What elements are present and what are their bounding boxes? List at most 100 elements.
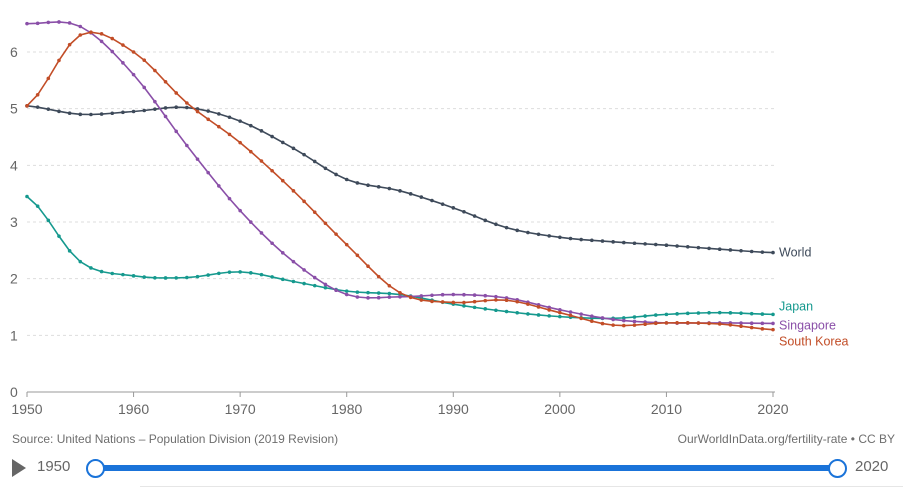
play-icon[interactable]	[12, 459, 26, 477]
data-point	[78, 112, 83, 117]
data-point	[579, 312, 583, 316]
data-point	[57, 109, 61, 114]
data-point	[185, 143, 189, 148]
y-tick-label: 1	[10, 327, 18, 343]
data-point	[99, 269, 104, 274]
data-point	[600, 239, 605, 243]
data-point	[366, 290, 370, 295]
source-note: Source: United Nations – Population Divi…	[12, 432, 339, 446]
data-point	[206, 109, 210, 113]
data-point	[643, 322, 647, 327]
data-point	[153, 99, 157, 104]
data-point	[302, 268, 306, 272]
data-point	[547, 314, 551, 318]
data-point	[35, 105, 40, 109]
series-label: World	[779, 246, 811, 260]
data-point	[472, 299, 477, 304]
data-point	[419, 294, 424, 298]
data-point	[153, 275, 157, 280]
data-point	[238, 140, 242, 145]
data-point	[227, 115, 232, 120]
data-point	[398, 189, 402, 193]
data-point	[749, 311, 754, 316]
data-point	[632, 315, 637, 319]
data-point	[536, 232, 541, 237]
data-point	[323, 166, 328, 171]
data-point	[440, 300, 445, 304]
y-tick-label: 4	[10, 157, 18, 173]
data-point	[760, 250, 765, 254]
data-point	[270, 275, 274, 279]
data-point	[344, 289, 349, 293]
data-point	[67, 21, 72, 25]
timeline-track[interactable]	[94, 465, 838, 471]
data-point	[99, 39, 104, 44]
data-point	[291, 189, 296, 193]
data-point	[270, 168, 274, 173]
data-point	[121, 61, 125, 65]
data-point	[110, 49, 115, 54]
data-point	[419, 195, 424, 199]
data-point	[25, 194, 29, 199]
data-point	[238, 119, 242, 123]
data-point	[558, 235, 562, 240]
data-point	[685, 311, 690, 316]
data-point	[312, 275, 317, 280]
data-point	[504, 225, 509, 230]
data-point	[600, 321, 605, 326]
timeline-end-handle[interactable]	[828, 459, 847, 478]
data-point	[653, 313, 658, 317]
data-point	[675, 312, 679, 316]
x-tick-label: 2020	[757, 401, 788, 417]
data-point	[568, 236, 573, 241]
data-point	[366, 183, 370, 187]
data-point	[185, 275, 189, 280]
data-point	[355, 253, 360, 258]
data-point	[78, 24, 83, 29]
data-point	[142, 275, 147, 279]
data-point	[398, 291, 402, 295]
data-point	[451, 206, 456, 210]
data-point	[728, 248, 733, 252]
data-point	[249, 149, 253, 154]
data-point	[685, 245, 690, 249]
data-point	[110, 36, 115, 41]
data-point	[430, 293, 434, 298]
data-point	[366, 296, 370, 300]
data-point	[185, 101, 189, 105]
data-point	[163, 106, 168, 110]
data-point	[67, 249, 72, 253]
data-point	[579, 316, 583, 321]
data-point	[749, 249, 754, 254]
series-line-south-korea	[26, 31, 774, 331]
data-point	[739, 324, 743, 329]
data-point	[217, 271, 221, 276]
data-point	[25, 21, 29, 26]
data-point	[46, 107, 51, 111]
data-point	[376, 295, 381, 300]
data-point	[217, 184, 221, 188]
data-point	[717, 310, 722, 315]
data-point	[387, 186, 392, 191]
data-point	[249, 220, 253, 224]
series-label: Singapore	[779, 318, 836, 332]
data-point	[387, 295, 392, 299]
data-point	[163, 79, 168, 84]
data-point	[259, 272, 264, 277]
data-point	[259, 231, 264, 235]
data-point	[163, 114, 168, 119]
timeline-start-handle[interactable]	[86, 459, 105, 478]
source-url[interactable]: OurWorldInData.org/fertility-rate • CC B…	[677, 432, 895, 446]
data-point	[291, 279, 296, 284]
y-tick-label: 3	[10, 214, 18, 230]
data-point	[163, 276, 168, 280]
data-point	[462, 209, 466, 214]
timeline-end-year: 2020	[855, 458, 889, 475]
data-point	[270, 241, 274, 246]
data-point	[227, 132, 232, 137]
data-point	[280, 277, 285, 282]
data-point	[121, 272, 125, 277]
data-point	[312, 210, 317, 215]
x-tick-label: 1980	[331, 401, 362, 417]
data-point	[376, 291, 381, 295]
